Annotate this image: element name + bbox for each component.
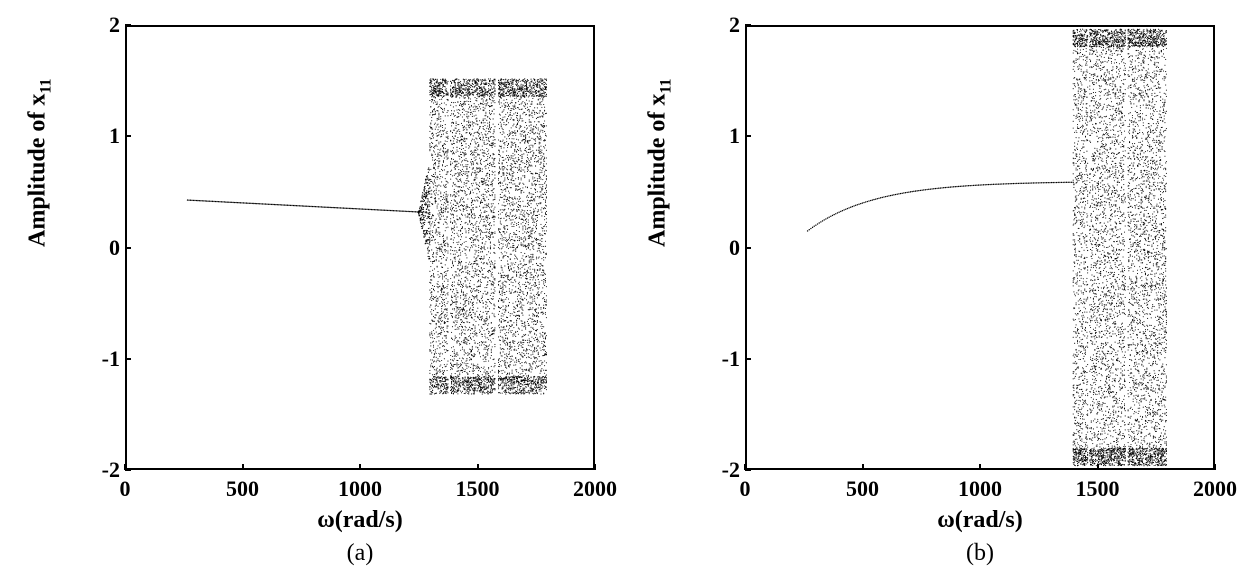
x-tick-label: 1500 <box>456 478 500 500</box>
y-tick-mark <box>125 358 131 360</box>
plot-svg-b <box>747 27 1213 468</box>
x-tick-mark <box>124 464 126 470</box>
y-tick-label: 1 <box>660 125 740 147</box>
x-tick-label: 0 <box>120 478 131 500</box>
ylabel-sub: 11 <box>37 79 54 94</box>
x-tick-label: 500 <box>226 478 259 500</box>
sub-caption: (a) <box>125 540 595 567</box>
figure: Amplitude of x11 ω(rad/s) (a) -2-1012050… <box>0 0 1240 582</box>
xlabel-units: (rad/s) <box>955 507 1023 533</box>
y-tick-mark <box>745 358 751 360</box>
y-axis-label: Amplitude of x11 <box>25 79 56 247</box>
y-tick-mark <box>745 135 751 137</box>
xlabel-omega: ω <box>317 507 335 533</box>
x-tick-mark <box>1214 464 1216 470</box>
x-tick-label: 2000 <box>573 478 617 500</box>
x-tick-label: 500 <box>846 478 879 500</box>
y-tick-label: -2 <box>40 459 120 481</box>
y-tick-label: -2 <box>660 459 740 481</box>
panel-a: Amplitude of x11 ω(rad/s) (a) -2 -1 0 1 2 0 50… <box>20 10 620 570</box>
x-tick-mark <box>242 464 244 470</box>
panel-b: Amplitude of x11 ω(rad/s) (b) -2 -1 0 1 2 0 50… <box>640 10 1240 570</box>
sub-caption: (b) <box>745 540 1215 567</box>
y-tick-mark <box>745 24 751 26</box>
x-tick-mark <box>594 464 596 470</box>
y-tick-label: 1 <box>40 125 120 147</box>
x-tick-label: 0 <box>740 478 751 500</box>
y-tick-mark <box>125 24 131 26</box>
x-tick-label: 1000 <box>338 478 382 500</box>
plot-area <box>125 25 595 470</box>
y-tick-label: 0 <box>660 237 740 259</box>
x-axis-label: ω(rad/s) <box>125 507 595 534</box>
x-tick-mark <box>477 464 479 470</box>
x-tick-label: 1500 <box>1076 478 1120 500</box>
y-tick-label: -1 <box>40 348 120 370</box>
plot-svg-a <box>127 27 593 468</box>
x-tick-mark <box>359 464 361 470</box>
xlabel-omega: ω <box>937 507 955 533</box>
x-tick-mark <box>979 464 981 470</box>
x-tick-label: 1000 <box>958 478 1002 500</box>
x-tick-mark <box>1097 464 1099 470</box>
y-tick-label: 2 <box>660 14 740 36</box>
xlabel-units: (rad/s) <box>335 507 403 533</box>
y-tick-mark <box>125 135 131 137</box>
y-tick-label: -1 <box>660 348 740 370</box>
y-tick-mark <box>745 247 751 249</box>
y-tick-mark <box>125 247 131 249</box>
y-tick-label: 2 <box>40 14 120 36</box>
x-tick-label: 2000 <box>1193 478 1237 500</box>
x-axis-label: ω(rad/s) <box>745 507 1215 534</box>
y-tick-label: 0 <box>40 237 120 259</box>
x-tick-mark <box>862 464 864 470</box>
plot-area <box>745 25 1215 470</box>
ylabel-sub: 11 <box>657 79 674 94</box>
x-tick-mark <box>744 464 746 470</box>
y-axis-label: Amplitude of x11 <box>645 79 676 247</box>
ylabel-text: Amplitude of x <box>645 94 671 247</box>
ylabel-text: Amplitude of x <box>25 94 51 247</box>
